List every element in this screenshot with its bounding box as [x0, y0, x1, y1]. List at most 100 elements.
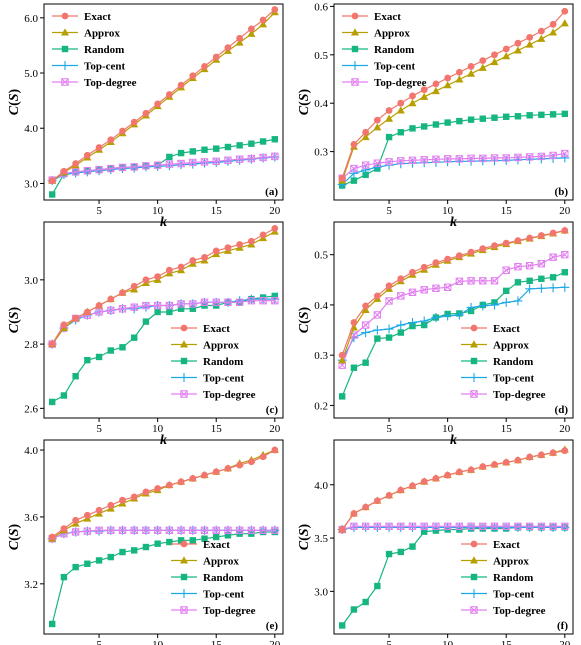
- data-point: [259, 526, 267, 535]
- data-point: [154, 273, 162, 281]
- data-point: [165, 526, 174, 535]
- data-point: [537, 522, 546, 531]
- data-point: [165, 160, 174, 168]
- data-point: [549, 253, 557, 261]
- data-point: [561, 250, 569, 259]
- x-tick-label: 20: [269, 639, 281, 645]
- data-point: [142, 301, 150, 310]
- data-point: [432, 522, 440, 531]
- chart-panel: 5 10 15 202.62.83.0kC(S)(c)ExactApproxRando…: [7, 221, 284, 448]
- data-point: [271, 152, 279, 161]
- legend-label: Top-degree: [493, 605, 546, 617]
- data-point: [361, 321, 370, 329]
- data-point: [385, 550, 393, 558]
- y-tick-label: 0.4: [314, 98, 328, 110]
- data-point: [142, 488, 150, 496]
- data-point: [455, 75, 464, 83]
- x-tick-label: 5: [386, 423, 392, 435]
- series-approx: [338, 445, 569, 533]
- data-point: [72, 516, 80, 524]
- legend-marker: [180, 606, 188, 614]
- data-point: [372, 162, 382, 172]
- plot-frame: [333, 3, 574, 201]
- data-point: [372, 325, 382, 335]
- legend-marker: [351, 45, 359, 53]
- y-tick-label: 3.0: [24, 178, 38, 190]
- legend-marker: [180, 556, 188, 564]
- data-point: [490, 154, 499, 162]
- data-point: [538, 111, 545, 119]
- y-tick-label: 3.5: [314, 533, 328, 545]
- data-point: [502, 458, 510, 466]
- data-point: [397, 329, 404, 336]
- series-random: [339, 110, 568, 189]
- data-point: [549, 151, 557, 160]
- series-top-degree: [48, 297, 279, 348]
- legend-label: Approx: [84, 28, 120, 40]
- legend-item: Top-cent: [461, 373, 534, 385]
- legend-marker: [180, 390, 188, 398]
- data-point: [361, 305, 370, 313]
- series-top-cent: [47, 294, 280, 349]
- legend-label: Exact: [84, 11, 111, 23]
- x-tick-label: 20: [559, 639, 571, 645]
- data-point: [177, 526, 185, 535]
- data-point: [385, 334, 393, 341]
- legend-label: Exact: [493, 323, 520, 335]
- legend-item: Top-cent: [461, 589, 534, 601]
- data-point: [491, 242, 498, 250]
- data-point: [419, 316, 429, 326]
- data-point: [189, 300, 197, 308]
- data-point: [373, 123, 382, 131]
- legend-marker: [180, 324, 188, 332]
- data-point: [154, 308, 161, 316]
- legend-item: Exact: [171, 323, 230, 335]
- data-point: [525, 284, 535, 294]
- data-point: [490, 522, 499, 531]
- data-point: [549, 274, 557, 281]
- legend-marker: [180, 540, 188, 548]
- data-point: [83, 527, 92, 535]
- legend-item: Approx: [52, 28, 120, 40]
- legend-marker: [351, 78, 359, 86]
- data-point: [339, 622, 346, 629]
- data-point: [177, 263, 185, 271]
- data-point: [83, 511, 91, 519]
- series-top-cent: [337, 282, 570, 365]
- data-point: [83, 308, 91, 316]
- data-point: [259, 453, 267, 461]
- data-point: [350, 140, 358, 148]
- data-point: [455, 155, 464, 163]
- data-point: [271, 6, 279, 13]
- data-point: [525, 40, 534, 48]
- data-point: [60, 392, 68, 399]
- data-point: [189, 526, 197, 535]
- x-tick-label: 5: [386, 639, 392, 645]
- series-line: [341, 152, 565, 179]
- data-point: [200, 158, 209, 166]
- data-point: [420, 86, 428, 94]
- data-point: [409, 268, 416, 276]
- legend-item: Random: [461, 572, 533, 584]
- data-point: [421, 123, 428, 130]
- data-point: [443, 283, 452, 292]
- data-point: [420, 92, 429, 100]
- y-tick-label: 3.0: [24, 275, 38, 287]
- data-point: [166, 538, 173, 546]
- data-point: [374, 582, 381, 590]
- data-point: [514, 39, 522, 47]
- x-tick-label: 20: [559, 423, 571, 435]
- data-point: [60, 525, 68, 533]
- data-point: [362, 503, 370, 511]
- series-approx: [48, 227, 279, 348]
- data-point: [455, 68, 463, 76]
- data-point: [502, 266, 510, 274]
- data-point: [455, 522, 464, 531]
- legend-label: Exact: [493, 539, 520, 551]
- data-point: [350, 177, 358, 184]
- data-point: [373, 159, 382, 167]
- x-tick-label: 5: [96, 639, 102, 645]
- data-point: [142, 109, 150, 117]
- data-point: [130, 163, 138, 171]
- legend-item: Top-degree: [342, 77, 427, 89]
